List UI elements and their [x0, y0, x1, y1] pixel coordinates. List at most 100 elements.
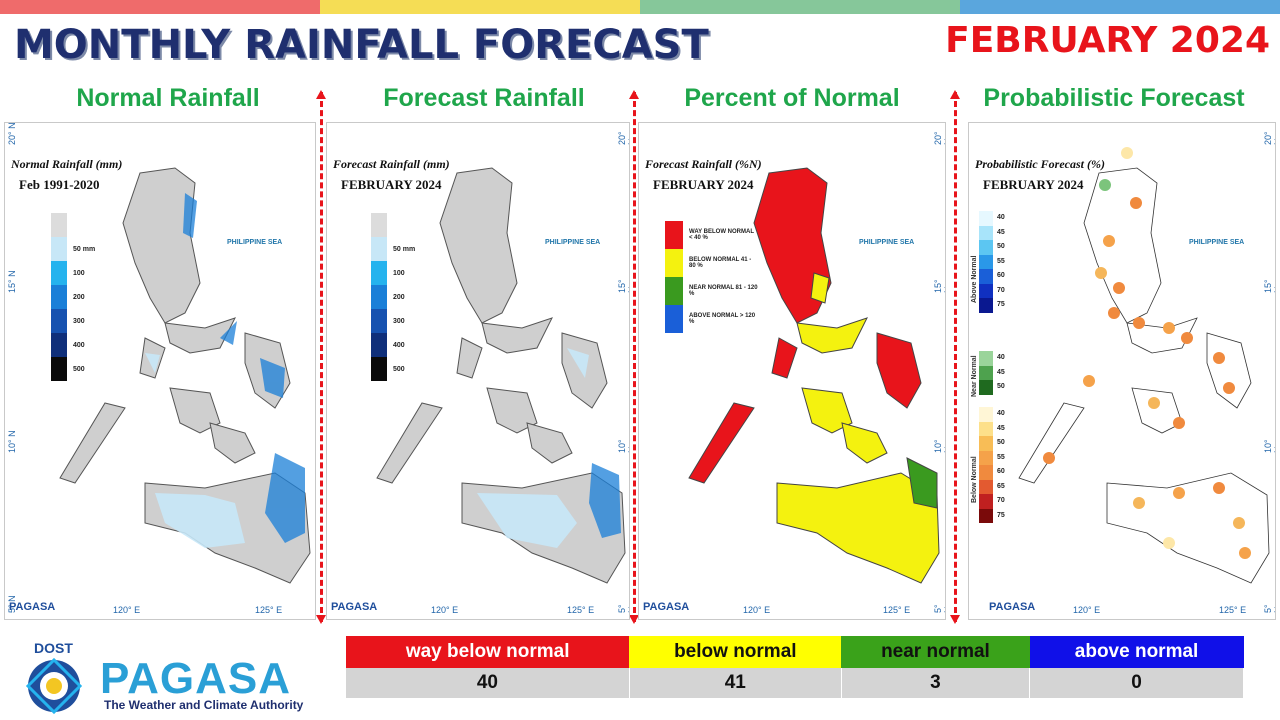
summary-below-count: 41: [629, 668, 842, 698]
lat-10-label: 10° N: [933, 439, 945, 453]
legend-row: 500: [51, 357, 95, 381]
mini-logo-text: PAGASA: [331, 601, 378, 613]
legend-label: 500: [393, 365, 405, 373]
legend-swatch: [371, 309, 387, 333]
separator-3: [950, 90, 960, 624]
legend-label: 45: [997, 228, 1005, 236]
lon-120-label: 120° E: [431, 605, 459, 615]
legend-label: 100: [73, 269, 85, 277]
legend-label: 50: [997, 243, 1005, 250]
lat-10-label: 10° N: [617, 439, 629, 453]
legend-label: 55: [997, 257, 1005, 265]
pagasa-emblem-icon: [25, 657, 83, 715]
legend-percent: WAY BELOW NORMAL < 40 % BELOW NORMAL 41 …: [665, 221, 759, 333]
legend-label: 400: [73, 341, 85, 349]
top-bar-blue: [960, 0, 1280, 14]
legend-swatch: [51, 213, 67, 237]
legend-label: 50 mm: [73, 245, 96, 253]
legend-swatch: 45: [979, 365, 1005, 380]
map-title-forecast: Forecast Rainfall (mm): [333, 157, 450, 171]
legend-label: 200: [393, 293, 405, 301]
legend-swatch: 45: [979, 421, 1005, 436]
top-bar-red: [0, 0, 320, 14]
legend-row: 200: [371, 285, 415, 309]
legend-label: 70: [997, 497, 1005, 504]
mini-pagasa-logo: PAGASA: [9, 601, 55, 613]
lat-15-label: 15° N: [7, 270, 17, 293]
legend-swatch: 40: [979, 407, 1005, 422]
legend-swatch: 75: [979, 508, 1005, 523]
mini-pagasa-logo: PAGASA: [989, 601, 1035, 613]
legend-row: [51, 213, 95, 237]
above-normal-caption: Above Normal: [971, 255, 978, 303]
lat-15-label: 15° N: [933, 279, 945, 293]
legend-swatch: 50: [979, 240, 1005, 255]
legend-label: 200: [73, 293, 85, 301]
summary-table: way below normal below normal near norma…: [346, 636, 1244, 698]
map-forecast: [376, 167, 626, 584]
top-color-bar: [0, 0, 1280, 14]
legend-label: BELOW NORMAL 41 - 80 %: [689, 257, 752, 269]
legend-label: 50: [997, 439, 1005, 446]
legend-label: 60: [997, 272, 1005, 279]
legend-row: BELOW NORMAL 41 - 80 %: [665, 249, 759, 277]
summary-above-count: 0: [1029, 668, 1244, 698]
lon-125-label: 125° E: [567, 605, 595, 615]
map-subtitle-probabilistic: FEBRUARY 2024: [983, 177, 1084, 192]
heading-probabilistic: Probabilistic Forecast: [983, 84, 1245, 112]
legend-swatch: [51, 237, 67, 261]
forecast-month: FEBRUARY 2024: [945, 20, 1270, 61]
legend-label: 100: [393, 269, 405, 277]
lat-20-label: 20° N: [933, 131, 945, 145]
lat-10-label: 10° N: [1263, 439, 1275, 453]
heading-percent-normal: Percent of Normal: [684, 84, 900, 112]
legend-label: 40: [997, 354, 1005, 361]
top-bar-green: [640, 0, 960, 14]
lat-15-label: 15° N: [1263, 279, 1275, 293]
legend-below: 40 45 50 55 60 65 70 75: [979, 407, 1005, 523]
summary-count-row: 40 41 3 0: [346, 668, 1244, 698]
legend-label: 75: [997, 301, 1005, 308]
summary-way-below-count: 40: [346, 668, 630, 698]
logo-name: PAGASA: [100, 654, 291, 703]
logo-tagline: The Weather and Climate Authority: [104, 698, 304, 712]
lon-120-label: 120° E: [113, 605, 141, 615]
legend-label: NEAR NORMAL 81 - 120 %: [689, 285, 758, 297]
legend-row: 100: [51, 261, 95, 285]
separator-2: [629, 90, 639, 624]
legend-label: 75: [997, 511, 1005, 519]
summary-near-label: near normal: [841, 636, 1030, 668]
legend-swatch: 60: [979, 269, 1005, 284]
sea-label: PHILIPPINE SEA: [545, 239, 601, 246]
legend-label: ABOVE NORMAL > 120 %: [689, 313, 756, 325]
legend-row: 400: [51, 333, 95, 357]
legend-swatch: 70: [979, 494, 1005, 509]
lon-125-label: 125° E: [883, 605, 911, 615]
mini-logo-text: PAGASA: [9, 601, 56, 613]
legend-swatch: [51, 285, 67, 309]
legend-normal: 50 mm 100 200 300 400 500: [51, 213, 95, 381]
map-panel-percent: Forecast Rainfall (%N) FEBRUARY 2024 PHI…: [638, 122, 946, 620]
heading-forecast-rainfall: Forecast Rainfall: [383, 84, 585, 112]
lon-125-label: 125° E: [1219, 605, 1247, 615]
legend-row: ABOVE NORMAL > 120 %: [665, 305, 759, 333]
lat-20-label: 20° N: [617, 131, 629, 145]
legend-swatch: 45: [979, 225, 1005, 240]
legend-swatch: [371, 261, 387, 285]
lat-15-label: 15° N: [617, 279, 629, 293]
map-percent: [688, 167, 940, 584]
legend-swatch: [51, 357, 67, 381]
sea-label: PHILIPPINE SEA: [227, 239, 283, 246]
legend-swatch: 70: [979, 283, 1005, 298]
separator-1: [316, 90, 326, 624]
legend-swatch: [665, 277, 683, 305]
legend-row: 50 mm: [51, 237, 95, 261]
legend-label: 70: [997, 286, 1005, 294]
legend-label: WAY BELOW NORMAL < 40 %: [689, 229, 754, 241]
legend-swatch: [371, 237, 387, 261]
pagasa-logo: DOST PAGASA The Weather and Climate Auth…: [12, 640, 312, 716]
legend-forecast: 50 mm 100 200 300 400 500: [371, 213, 415, 381]
legend-label: 45: [997, 424, 1005, 432]
legend-row: 200: [51, 285, 95, 309]
legend-swatch: 55: [979, 254, 1005, 269]
